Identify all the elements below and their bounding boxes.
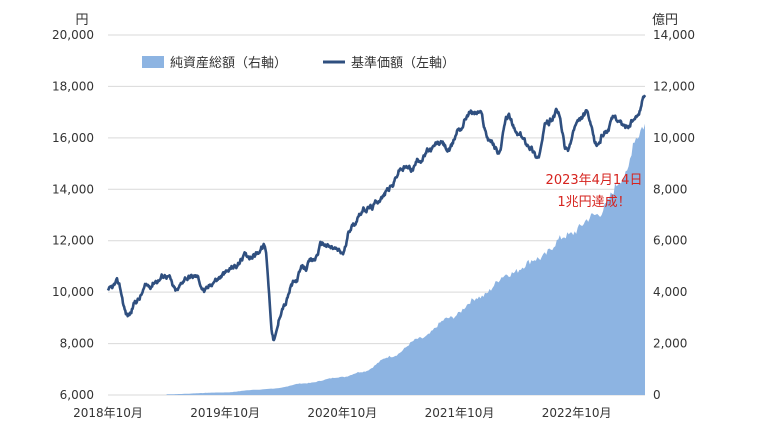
right-tick-label: 4,000 bbox=[653, 285, 687, 299]
left-tick-label: 14,000 bbox=[52, 182, 94, 196]
left-axis-ticks: 6,000 8,000 10,000 12,000 14,000 16,000 18,000… bbox=[52, 28, 94, 402]
legend-swatch-net-assets bbox=[142, 56, 164, 68]
annotation-date: 2023年4月14日 bbox=[546, 173, 643, 188]
nav-line-path bbox=[106, 94, 647, 342]
x-tick-label: 2021年10月 bbox=[425, 406, 495, 420]
nav-line bbox=[106, 94, 647, 342]
legend-label-net-assets: 純資産総額（右軸） bbox=[170, 55, 287, 71]
right-tick-label: 10,000 bbox=[653, 131, 695, 145]
x-tick-label: 2019年10月 bbox=[190, 406, 260, 420]
left-tick-label: 8,000 bbox=[60, 337, 94, 351]
x-tick-label: 2020年10月 bbox=[307, 406, 377, 420]
right-axis-ticks: 0 2,000 4,000 6,000 8,000 10,000 12,000 14,000 bbox=[653, 28, 695, 402]
right-axis-unit: 億円 bbox=[652, 12, 678, 28]
left-tick-label: 12,000 bbox=[52, 234, 94, 248]
right-tick-label: 14,000 bbox=[653, 28, 695, 42]
left-tick-label: 10,000 bbox=[52, 285, 94, 299]
left-tick-label: 20,000 bbox=[52, 28, 94, 42]
right-tick-label: 12,000 bbox=[653, 79, 695, 93]
legend-label-nav: 基準価額（左軸） bbox=[351, 55, 455, 71]
x-tick-label: 2018年10月 bbox=[73, 406, 143, 420]
x-axis-ticks: 2018年10月 2019年10月 2020年10月 2021年10月 2022年10月 bbox=[73, 406, 611, 420]
net-assets-area bbox=[166, 123, 645, 396]
net-assets-area-path bbox=[166, 123, 645, 396]
right-tick-label: 2,000 bbox=[653, 337, 687, 351]
left-tick-label: 16,000 bbox=[52, 131, 94, 145]
x-tick-label: 2022年10月 bbox=[542, 406, 612, 420]
left-axis-unit: 円 bbox=[75, 13, 88, 28]
right-tick-label: 0 bbox=[653, 388, 661, 402]
right-tick-label: 6,000 bbox=[653, 234, 687, 248]
left-tick-label: 18,000 bbox=[52, 79, 94, 93]
annotation-milestone: 1兆円達成！ bbox=[557, 195, 630, 210]
left-tick-label: 6,000 bbox=[60, 388, 94, 402]
right-tick-label: 8,000 bbox=[653, 182, 687, 196]
legend: 純資産総額（右軸） 基準価額（左軸） bbox=[142, 55, 455, 71]
